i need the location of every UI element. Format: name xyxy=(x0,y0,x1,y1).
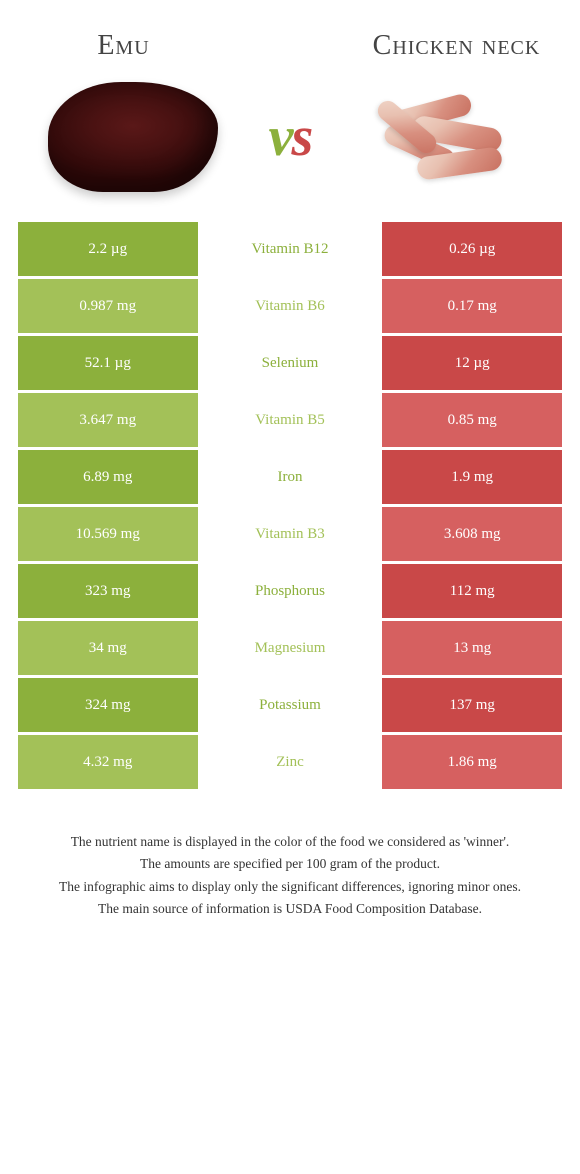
left-value: 323 mg xyxy=(18,564,198,618)
footer-notes: The nutrient name is displayed in the co… xyxy=(0,792,580,961)
vs-text: vs xyxy=(269,105,312,169)
left-value: 324 mg xyxy=(18,678,198,732)
nutrient-label: Magnesium xyxy=(198,621,383,675)
footer-line: The amounts are specified per 100 gram o… xyxy=(30,854,550,874)
nutrient-label: Vitamin B3 xyxy=(198,507,383,561)
right-value: 0.17 mg xyxy=(382,279,562,333)
table-row: 2.2 µgVitamin B120.26 µg xyxy=(18,222,562,276)
footer-line: The infographic aims to display only the… xyxy=(30,877,550,897)
left-value: 4.32 mg xyxy=(18,735,198,789)
table-row: 52.1 µgSelenium12 µg xyxy=(18,336,562,390)
right-value: 137 mg xyxy=(382,678,562,732)
right-value: 1.9 mg xyxy=(382,450,562,504)
vs-row: vs xyxy=(0,72,580,222)
left-value: 2.2 µg xyxy=(18,222,198,276)
nutrient-table: 2.2 µgVitamin B120.26 µg0.987 mgVitamin … xyxy=(18,222,562,789)
table-row: 4.32 mgZinc1.86 mg xyxy=(18,735,562,789)
chicken-neck-image xyxy=(357,72,537,202)
nutrient-label: Potassium xyxy=(198,678,383,732)
table-row: 34 mgMagnesium13 mg xyxy=(18,621,562,675)
nutrient-label: Iron xyxy=(198,450,383,504)
header-titles: Emu Chicken neck xyxy=(0,0,580,72)
right-value: 1.86 mg xyxy=(382,735,562,789)
nutrient-label: Phosphorus xyxy=(198,564,383,618)
left-food-title: Emu xyxy=(29,30,218,62)
table-row: 10.569 mgVitamin B33.608 mg xyxy=(18,507,562,561)
nutrient-label: Vitamin B12 xyxy=(198,222,383,276)
left-value: 34 mg xyxy=(18,621,198,675)
left-value: 3.647 mg xyxy=(18,393,198,447)
left-value: 10.569 mg xyxy=(18,507,198,561)
right-value: 112 mg xyxy=(382,564,562,618)
right-value: 0.26 µg xyxy=(382,222,562,276)
left-value: 0.987 mg xyxy=(18,279,198,333)
footer-line: The nutrient name is displayed in the co… xyxy=(30,832,550,852)
right-value: 13 mg xyxy=(382,621,562,675)
right-value: 12 µg xyxy=(382,336,562,390)
right-food-title: Chicken neck xyxy=(362,30,551,62)
table-row: 0.987 mgVitamin B60.17 mg xyxy=(18,279,562,333)
table-row: 3.647 mgVitamin B50.85 mg xyxy=(18,393,562,447)
left-value: 6.89 mg xyxy=(18,450,198,504)
table-row: 324 mgPotassium137 mg xyxy=(18,678,562,732)
emu-image xyxy=(43,72,223,202)
nutrient-label: Vitamin B5 xyxy=(198,393,383,447)
footer-line: The main source of information is USDA F… xyxy=(30,899,550,919)
left-value: 52.1 µg xyxy=(18,336,198,390)
right-value: 0.85 mg xyxy=(382,393,562,447)
nutrient-label: Selenium xyxy=(198,336,383,390)
right-value: 3.608 mg xyxy=(382,507,562,561)
table-row: 6.89 mgIron1.9 mg xyxy=(18,450,562,504)
nutrient-label: Zinc xyxy=(198,735,383,789)
table-row: 323 mgPhosphorus112 mg xyxy=(18,564,562,618)
nutrient-label: Vitamin B6 xyxy=(198,279,383,333)
